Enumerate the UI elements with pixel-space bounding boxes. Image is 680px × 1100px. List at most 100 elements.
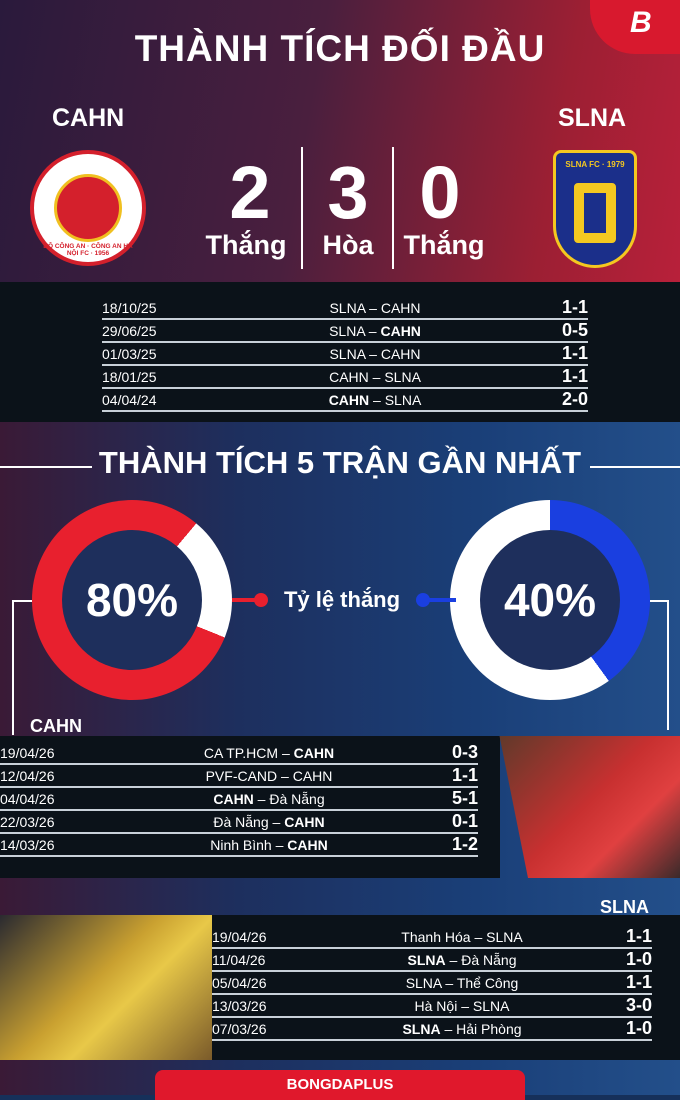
match-teams: Thanh Hóa – SLNA [401, 928, 523, 945]
match-home: SLNA [329, 345, 366, 362]
match-home: PVF-CAND [205, 767, 278, 784]
match-score: 1-2 [451, 834, 478, 854]
match-row: 05/04/26 SLNA – Thể Công 1-1 [212, 972, 652, 995]
match-teams: CAHN – SLNA [329, 368, 421, 385]
home-legend-line [232, 598, 258, 602]
match-teams: CAHN – Đà Nẵng [213, 790, 325, 807]
match-row: 29/06/25 SLNA – CAHN 0-5 [102, 320, 588, 343]
home-wins-label: Thắng [205, 230, 287, 260]
match-score: 3-0 [625, 995, 652, 1015]
match-home: CAHN [328, 391, 370, 408]
divider [392, 147, 394, 269]
match-away: Đà Nẵng [461, 951, 517, 968]
match-home: SLNA [329, 322, 365, 339]
away-wins-count: 0 [419, 151, 461, 234]
match-teams: Đà Nẵng – CAHN [213, 813, 325, 830]
footer-brand: BONGDAPLUS [155, 1070, 525, 1100]
match-teams: SLNA – Hải Phòng [402, 1020, 522, 1037]
match-teams: CAHN – SLNA [328, 391, 422, 408]
match-date: 13/03/26 [212, 997, 267, 1014]
bracket-line [12, 600, 32, 602]
match-away: CAHN [380, 345, 421, 362]
bracket-line [650, 600, 668, 602]
home-recent-label: CAHN [30, 716, 82, 736]
slna-logo-text: SLNA FC · 1979 [565, 160, 625, 169]
bracket-line [667, 600, 669, 730]
match-teams: CA TP.HCM – CAHN [203, 744, 335, 761]
away-win-rate-donut: 40% [450, 500, 650, 700]
cahn-players-photo [499, 736, 680, 878]
match-score: 1-0 [625, 1018, 652, 1038]
away-legend-line [428, 598, 456, 602]
match-date: 01/03/25 [102, 345, 157, 362]
home-win-rate-donut: 80% [32, 500, 232, 700]
match-home: CA TP.HCM [203, 744, 279, 761]
match-score: 0-3 [451, 742, 478, 762]
match-score: 1-1 [561, 343, 588, 363]
match-teams: PVF-CAND – CAHN [205, 767, 333, 784]
match-score: 5-1 [451, 788, 478, 808]
away-win-rate: 40% [480, 530, 620, 670]
home-legend-dot [254, 593, 268, 607]
match-home: CAHN [329, 368, 369, 385]
divider [0, 466, 92, 468]
match-score: 1-1 [451, 765, 478, 785]
match-score: 1-0 [625, 949, 652, 969]
match-home: SLNA [405, 974, 442, 991]
divider [301, 147, 303, 269]
match-date: 12/04/26 [0, 767, 55, 784]
match-away: Đà Nẵng [269, 790, 325, 807]
match-home: Đà Nẵng [213, 813, 269, 830]
home-team-name: CAHN [52, 104, 125, 132]
match-date: 05/04/26 [212, 974, 267, 991]
match-home: SLNA [402, 1020, 441, 1037]
win-rate-label: Tỷ lệ thắng [283, 587, 401, 612]
head-to-head-table [0, 282, 680, 422]
draws-count: 3 [327, 151, 369, 234]
brand-logo-letter: B [630, 6, 652, 39]
match-away: SLNA [384, 391, 422, 408]
match-date: 19/04/26 [212, 928, 267, 945]
match-teams: SLNA – CAHN [329, 345, 421, 362]
match-home: SLNA [329, 299, 366, 316]
match-date: 29/06/25 [102, 322, 157, 339]
home-win-rate: 80% [62, 530, 202, 670]
match-row: 04/04/26 CAHN – Đà Nẵng 5-1 [0, 788, 478, 811]
match-away: SLNA [472, 997, 510, 1014]
match-away: Hải Phòng [456, 1020, 522, 1037]
match-date: 18/10/25 [102, 299, 157, 316]
match-score: 1-1 [625, 926, 652, 946]
match-date: 07/03/26 [212, 1020, 267, 1037]
match-date: 04/04/26 [0, 790, 55, 807]
match-score: 1-1 [625, 972, 652, 992]
match-home: Ninh Bình [210, 836, 272, 853]
match-date: 11/04/26 [212, 951, 266, 968]
match-row: 22/03/26 Đà Nẵng – CAHN 0-1 [0, 811, 478, 834]
home-wins-count: 2 [229, 151, 271, 234]
page-title: THÀNH TÍCH ĐỐI ĐẦU [134, 28, 546, 69]
match-row: 19/04/26 CA TP.HCM – CAHN 0-3 [0, 742, 478, 765]
match-teams: SLNA – CAHN [329, 322, 421, 339]
match-home: Thanh Hóa [401, 928, 471, 945]
match-date: 22/03/26 [0, 813, 55, 830]
match-score: 1-1 [561, 297, 588, 317]
match-date: 04/04/24 [102, 391, 157, 408]
home-recent-table [0, 736, 500, 878]
match-away: CAHN [284, 813, 325, 830]
match-away: CAHN [287, 836, 328, 853]
match-row: 04/04/24 CAHN – SLNA 2-0 [102, 389, 588, 412]
match-row: 13/03/26 Hà Nội – SLNA 3-0 [212, 995, 652, 1018]
match-away: SLNA [384, 368, 421, 385]
match-teams: Hà Nội – SLNA [414, 997, 510, 1014]
match-home: SLNA [407, 951, 446, 968]
bracket-line [12, 600, 14, 735]
match-score: 1-1 [561, 366, 588, 386]
match-teams: Ninh Bình – CAHN [210, 836, 328, 853]
match-away: CAHN [380, 299, 421, 316]
cahn-logo: BỘ CÔNG AN · CÔNG AN HÀ NỘI FC · 1956 [30, 150, 146, 266]
match-score: 0-1 [451, 811, 478, 831]
match-date: 14/03/26 [0, 836, 55, 853]
slna-logo: SLNA FC · 1979 [553, 150, 637, 268]
match-home: Hà Nội [414, 997, 458, 1014]
match-away: CAHN [292, 767, 333, 784]
